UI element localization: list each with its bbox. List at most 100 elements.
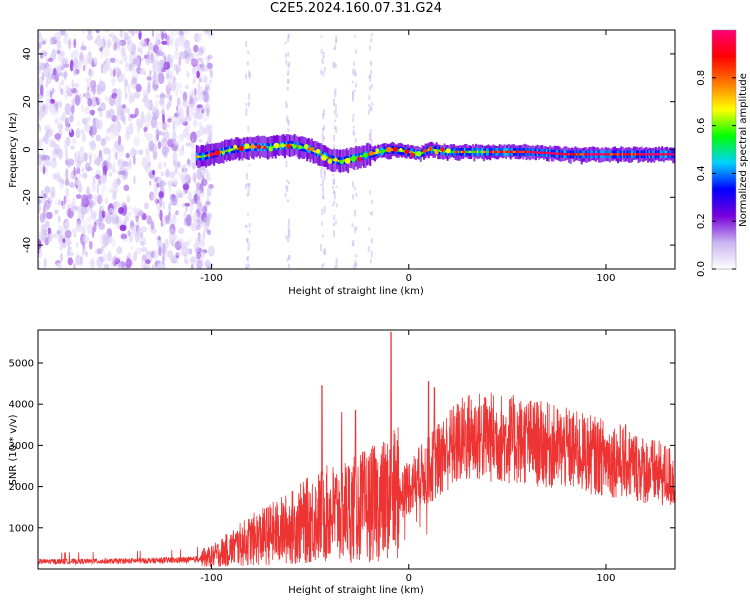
spectrogram-cell xyxy=(38,156,42,165)
spectrogram-cell xyxy=(143,102,150,108)
spectrogram-cell xyxy=(143,70,147,76)
spectrogram-cell xyxy=(124,81,127,93)
spectrogram-cell xyxy=(153,45,159,54)
spectrogram-cell xyxy=(146,214,149,221)
spectrogram-cell xyxy=(82,166,85,173)
spectrogram-cell xyxy=(200,250,206,259)
spectrogram-cell xyxy=(370,84,373,88)
spectrogram-cell xyxy=(131,149,139,155)
spectrogram-cell xyxy=(171,177,177,185)
spectrogram-cell xyxy=(83,152,88,163)
spectrogram-cell xyxy=(112,190,117,200)
spectrogram-x-axis-label: Height of straight line (km) xyxy=(288,286,424,297)
spectrogram-cell xyxy=(511,150,514,154)
spectrogram-cell xyxy=(392,146,398,152)
spectrogram-cell xyxy=(156,211,160,218)
spectrogram-cell xyxy=(109,256,115,268)
spectrogram-cell xyxy=(45,211,53,220)
spectrogram-cell xyxy=(52,173,57,180)
spectrogram-cell xyxy=(286,73,289,76)
spectrogram-cell xyxy=(58,81,62,93)
spectrogram-cell xyxy=(155,201,158,207)
spectrogram-cell xyxy=(604,153,607,156)
spectrogram-cell xyxy=(129,231,134,244)
spectrogram-cell xyxy=(478,150,481,154)
spectrogram-cell xyxy=(471,150,474,154)
spectrogram-cell xyxy=(209,68,214,79)
spectrogram-cell xyxy=(288,180,291,184)
spectrogram-cell xyxy=(50,199,53,206)
spectrogram-cell xyxy=(80,45,87,51)
spectrogram-cell xyxy=(52,157,56,162)
spectrogram-cell xyxy=(60,30,66,36)
spectrogram-cell xyxy=(304,144,309,149)
spectrogram-cell xyxy=(435,149,438,152)
spectrogram-cell xyxy=(79,51,84,61)
spectrogram-cell xyxy=(352,114,355,118)
spectrogram-cell xyxy=(58,199,62,206)
spectrogram-cell xyxy=(205,214,212,222)
spectrogram-cell xyxy=(38,30,41,37)
spectrogram-cell xyxy=(97,97,102,103)
spectrogram-cell xyxy=(61,58,67,68)
spectrogram-cell xyxy=(497,150,500,154)
spectrogram-cell xyxy=(321,155,327,161)
spectrogram-cell xyxy=(172,120,176,132)
spectrogram-cell xyxy=(70,112,74,122)
spectrogram-cell xyxy=(109,68,113,78)
spectrogram-cell xyxy=(75,127,81,139)
spectrogram-cell xyxy=(334,44,337,50)
spectrogram-cell xyxy=(198,205,203,213)
spectrogram-cell xyxy=(248,243,251,246)
spectrogram-cell xyxy=(157,235,161,241)
spectrogram-cell xyxy=(367,246,370,252)
spectrogram-cell xyxy=(190,145,195,150)
spectrogram-cell xyxy=(185,206,188,212)
spectrogram-cell xyxy=(184,259,189,265)
spectrogram-cell xyxy=(159,93,166,99)
spectrogram-cell xyxy=(188,52,195,61)
spectrogram-cell xyxy=(80,219,87,225)
spectrogram-cell xyxy=(44,125,48,131)
spectrogram-cell xyxy=(169,180,172,189)
spectrogram-cell xyxy=(144,60,151,66)
spectrogram-cell xyxy=(81,104,84,113)
spectrogram-cell xyxy=(335,257,338,262)
spectrogram-cell xyxy=(178,30,183,35)
spectrogram-cell xyxy=(147,42,154,51)
spectrogram-cell xyxy=(287,63,290,69)
spectrogram-cell xyxy=(368,95,371,100)
spectrogram-cell xyxy=(332,203,334,207)
spectrogram-cell xyxy=(125,152,130,159)
spectrogram-cell xyxy=(96,84,101,95)
spectrogram-cell xyxy=(61,179,64,185)
spectrogram-cell xyxy=(320,167,323,170)
spectrogram-cell xyxy=(191,91,194,97)
spectrogram-cell xyxy=(248,223,251,228)
spectrogram-cell xyxy=(65,168,69,181)
spectrogram-cell xyxy=(391,148,394,151)
spectrogram-cell xyxy=(473,150,476,154)
spectrogram-cell xyxy=(154,39,159,45)
spectrogram-cell xyxy=(354,209,357,217)
spectrogram-cell xyxy=(307,147,310,151)
spectrogram-cell xyxy=(248,101,250,107)
spectrogram-cell xyxy=(333,111,336,115)
spectrogram-cell xyxy=(91,141,96,149)
spectrogram-cell xyxy=(157,72,165,85)
spectrogram-cell xyxy=(72,64,77,71)
spectrogram-cell xyxy=(352,125,355,129)
spectrogram-cell xyxy=(138,210,144,217)
spectrogram-cell xyxy=(332,186,334,189)
spectrogram-cell xyxy=(64,103,72,116)
spectrogram-cell xyxy=(199,239,206,248)
spectrogram-cell xyxy=(137,230,141,239)
spectrogram-cell xyxy=(172,129,176,141)
spectrogram-cell xyxy=(286,115,289,119)
spectrogram-cell xyxy=(75,178,81,186)
spectrogram-cell xyxy=(460,150,463,154)
spectrogram-cell xyxy=(238,145,244,152)
spectrogram-cell xyxy=(113,42,117,52)
spectrogram-cell xyxy=(296,145,299,148)
spectrogram-cell xyxy=(84,106,91,115)
